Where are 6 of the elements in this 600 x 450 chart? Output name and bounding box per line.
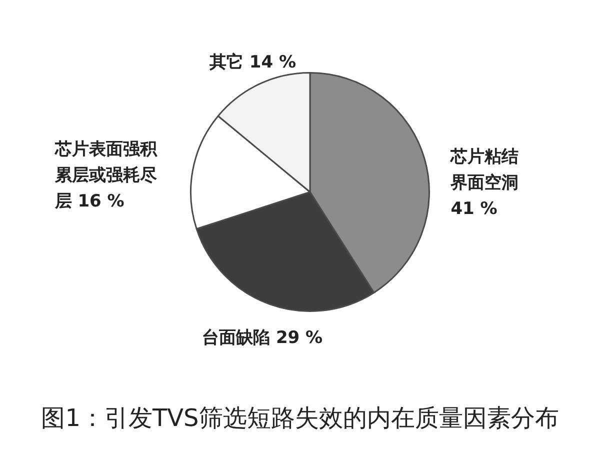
text: 图1：引发TVS筛选短路失效的内在质量因素分布	[41, 404, 559, 432]
slice-label: 其它 14 %	[208, 52, 296, 73]
slice-label: 芯片粘结界面空洞	[450, 146, 519, 193]
data-label: 41 %	[450, 198, 498, 219]
slice-label: 台面缺陷 29 %	[202, 328, 323, 348]
slice-label: 芯片表面强积累层或强耗尽层 16 %	[54, 140, 158, 212]
